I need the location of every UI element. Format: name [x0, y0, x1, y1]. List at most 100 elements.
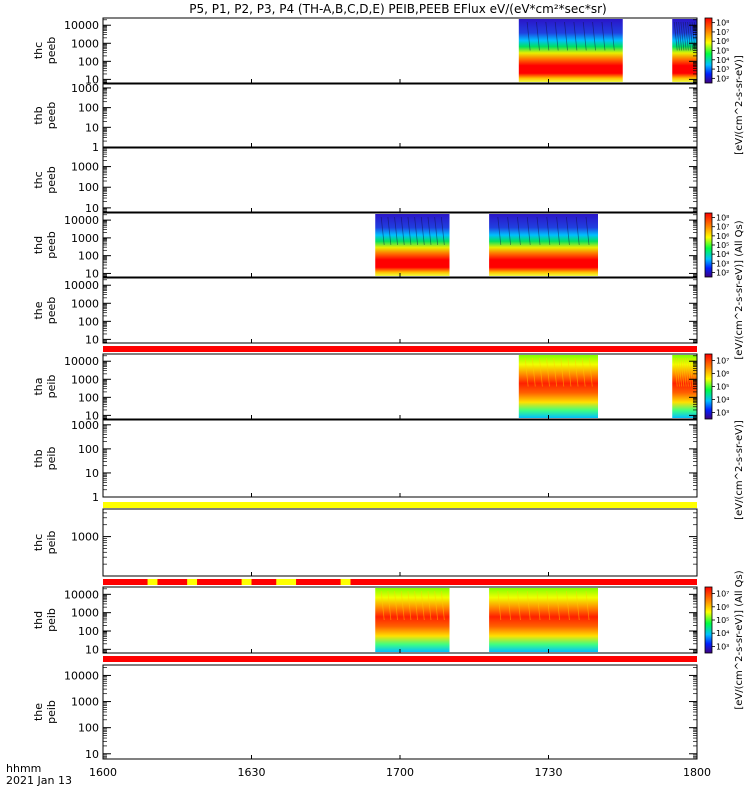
- y-tick-label: 100: [78, 625, 99, 638]
- colorbar-tick-label: 10⁴: [716, 56, 729, 65]
- y-tick-label: 1000: [71, 37, 99, 50]
- y-tick-label: 100: [78, 391, 99, 404]
- y-tick-label: 100: [78, 250, 99, 263]
- spectrogram-streak: [566, 590, 570, 621]
- spectrogram-streak: [536, 21, 540, 51]
- colorbar-tick-label: 10⁷: [716, 28, 729, 37]
- y-tick-label: 10000: [64, 588, 99, 601]
- colorbar-tick-label: 10²: [716, 74, 729, 83]
- spectrogram-streak: [556, 216, 561, 246]
- panel-label-product: peeb: [45, 166, 58, 194]
- y-tick-label: 1: [92, 141, 99, 154]
- colorbar-tick-label: 10⁸: [716, 214, 729, 223]
- y-tick-label: 1: [92, 491, 99, 504]
- spectrogram-streak: [507, 216, 512, 246]
- colorbar-tick-label: 10⁸: [716, 19, 729, 28]
- spectrogram-streak: [531, 357, 536, 387]
- spectrogram-block: [518, 19, 623, 82]
- spectrogram-block: [489, 588, 598, 652]
- spectrogram-streak: [573, 21, 578, 51]
- spectrogram-streak: [420, 590, 425, 621]
- status-bar: [103, 502, 697, 508]
- spectrogram-streak: [526, 21, 531, 51]
- y-tick-label: 1000: [71, 161, 99, 174]
- colorbar-tick-label: 10⁵: [716, 241, 729, 250]
- y-tick-label: 10000: [64, 355, 99, 368]
- panel-label-product: peib: [45, 375, 58, 399]
- y-tick-label: 1000: [71, 297, 99, 310]
- colorbar-label-electron-mid: [eV/(cm^2-s-sr-eV)] (All Qs): [734, 220, 745, 359]
- spectrogram-streak: [524, 357, 529, 387]
- panel-frame: [102, 664, 698, 760]
- status-bar: [103, 346, 697, 352]
- status-bar-yellow-segment: [187, 579, 198, 585]
- x-axis-tick-labels: 1600 1630 1700 1730 1800: [89, 766, 711, 779]
- spectrogram-streak: [575, 216, 580, 246]
- y-tick-label: 100: [78, 181, 99, 194]
- panel-6: 10 100 1000 10000 tha peib 10⁷ 10⁶ 10⁵ 10⁴ 10³: [32, 353, 729, 422]
- spectrogram-streak: [526, 590, 531, 621]
- panel-3: 10 100 1000 thc peeb: [32, 147, 698, 215]
- colorbar-tick-label: 10⁶: [716, 232, 729, 241]
- panel-5: 10 100 1000 10000 the peeb: [32, 277, 698, 352]
- x-axis-row-label: hhmm: [6, 762, 41, 775]
- y-tick-label: 10: [85, 202, 99, 215]
- spectrogram-streak: [427, 590, 432, 621]
- spectrogram-streak: [400, 216, 405, 246]
- spectrogram-streak: [497, 590, 502, 621]
- colorbar-tick-label: 10⁶: [716, 37, 729, 46]
- panel-1: 10 100 1000 10000 thc peeb 10⁸10⁷10⁶10⁵10⁴10³1…: [32, 17, 729, 86]
- panel-8: 1000 thc peib: [32, 508, 698, 585]
- colorbar-tick-label: 10⁷: [716, 590, 729, 599]
- panel-9: 10 100 1000 10000 thd peib 10⁷ 10⁶ 10⁵ 10⁴ 10³: [32, 586, 729, 662]
- panel-4: 10 100 1000 10000 thd peeb 10⁸10⁷10⁶10⁵10⁴10³1…: [32, 212, 729, 280]
- panel-label-product: peeb: [45, 231, 58, 259]
- spectrogram-streak: [517, 216, 521, 246]
- panel-frame: [102, 353, 698, 420]
- spectrogram-streak: [673, 21, 678, 51]
- x-tick-label: 1730: [535, 766, 563, 779]
- spectrogram-streak: [546, 590, 551, 621]
- colorbar-tick-label: 10⁷: [716, 357, 729, 366]
- spectrogram-streak: [434, 216, 439, 246]
- spectrogram-streak: [581, 357, 586, 387]
- spectrogram-streak: [588, 357, 593, 387]
- colorbar-tick-label: 10³: [716, 259, 729, 268]
- spectrogram-streak: [585, 216, 590, 246]
- spectrogram-streak: [434, 590, 439, 621]
- panel-label-probe: thc: [32, 534, 45, 551]
- spectrogram-streak: [687, 357, 691, 387]
- spectrogram-streak: [673, 357, 678, 387]
- spectrogram-streak: [610, 21, 615, 51]
- spectrogram-streak: [538, 357, 543, 387]
- colorbar-tick-label: 10⁷: [716, 223, 729, 232]
- panel-frame: [102, 83, 698, 148]
- panel-label-probe: thb: [32, 106, 45, 124]
- spectrogram-streak: [687, 21, 691, 51]
- spectrogram-streak: [574, 357, 579, 387]
- spectrogram-streak: [380, 216, 385, 246]
- spectrogram-streak: [680, 21, 685, 51]
- spectrogram-streak: [407, 590, 412, 621]
- colorbar-tick-label: 10⁵: [716, 383, 729, 392]
- panel-label-probe: thd: [32, 611, 45, 629]
- x-axis-date-label: 2021 Jan 13: [6, 774, 72, 787]
- panel-frame: [102, 147, 698, 213]
- spectrogram-streak: [560, 357, 565, 387]
- status-bar-yellow-segment: [147, 579, 158, 585]
- y-tick-label: 1000: [71, 607, 99, 620]
- panel-label-product: peib: [45, 700, 58, 724]
- y-tick-label: 100: [78, 722, 99, 735]
- colorbar-label-ion-bottom: [eV/(cm^2-s-sr-eV)] (All Qs): [734, 570, 745, 709]
- spectrogram-streak: [387, 590, 392, 621]
- colorbar: [704, 353, 713, 420]
- status-bar-yellow-segment: [276, 579, 297, 585]
- y-tick-label: 10000: [64, 214, 99, 227]
- panel-label-probe: the: [32, 703, 45, 721]
- y-tick-label: 10: [85, 748, 99, 761]
- y-tick-label: 100: [78, 55, 99, 68]
- spectrogram-streak: [680, 357, 685, 387]
- panel-frame: [102, 508, 698, 577]
- spectrogram-streak: [682, 21, 687, 51]
